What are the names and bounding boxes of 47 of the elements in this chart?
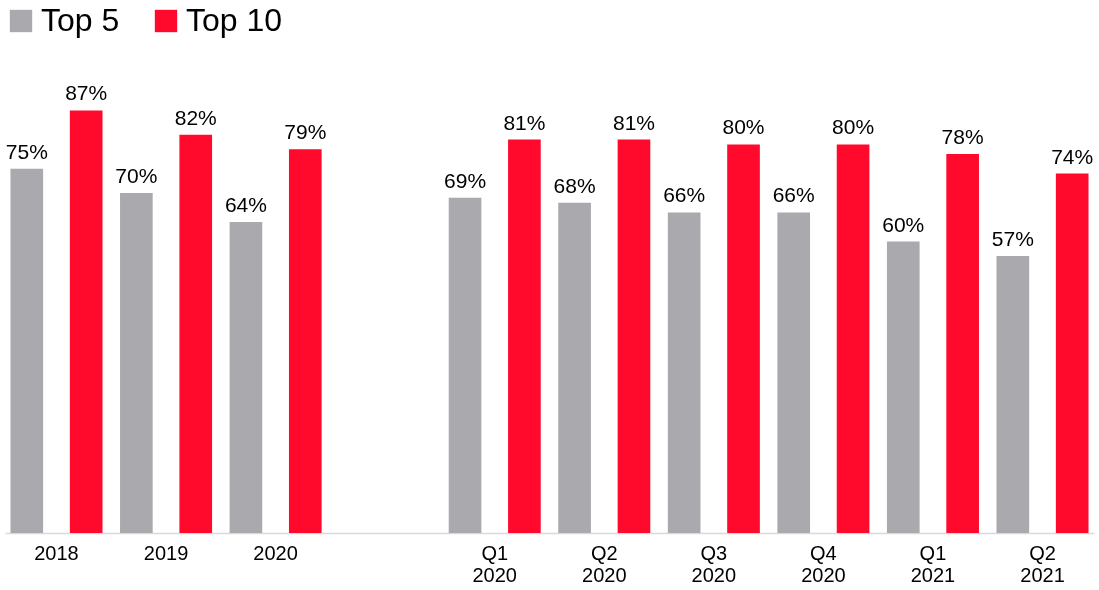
bar [120,192,153,533]
legend-label: Top 10 [186,2,283,38]
data-label: 81% [612,110,655,134]
data-label: 66% [772,183,815,207]
bar [288,149,322,533]
data-label: 78% [941,125,984,149]
bar [836,144,870,533]
data-label: 75% [5,139,48,163]
data-label: 80% [722,115,765,139]
data-label: 80% [832,115,875,139]
data-label: 69% [444,168,487,192]
bar [69,110,103,533]
data-label: 70% [115,163,158,187]
bar [886,241,920,533]
data-label: 64% [224,193,267,217]
x-tick-label: Q2 2020 [582,541,627,586]
data-label: 81% [503,110,546,134]
x-tick-label: 2019 [143,541,189,564]
bar [448,197,482,533]
x-tick-label: 2018 [34,541,79,564]
bar [508,139,541,533]
x-tick-label: Q1 2020 [472,541,517,586]
bar [1055,173,1089,533]
bar [946,154,979,533]
x-tick-label: Q4 2020 [801,541,846,586]
data-label: 82% [174,105,217,129]
data-label: 68% [553,173,596,197]
bar [777,212,811,533]
bar [617,139,651,533]
bar [10,168,44,533]
data-label: 57% [991,227,1034,251]
x-tick-label: Q2 2021 [1020,541,1065,586]
x-tick-label: Q1 2021 [910,541,956,586]
x-tick-label: Q3 2020 [691,541,737,586]
data-label: 74% [1051,144,1094,168]
legend-label: Top 5 [41,2,120,38]
x-tick-label: 2020 [253,541,298,564]
bar [996,256,1030,533]
bar [667,212,701,533]
bar [179,134,213,533]
data-label: 87% [65,81,108,105]
data-label: 79% [284,120,327,144]
bar [229,222,263,533]
data-label: 60% [882,212,925,236]
data-label: 66% [663,183,706,207]
bar [727,144,760,533]
bar [558,202,591,533]
